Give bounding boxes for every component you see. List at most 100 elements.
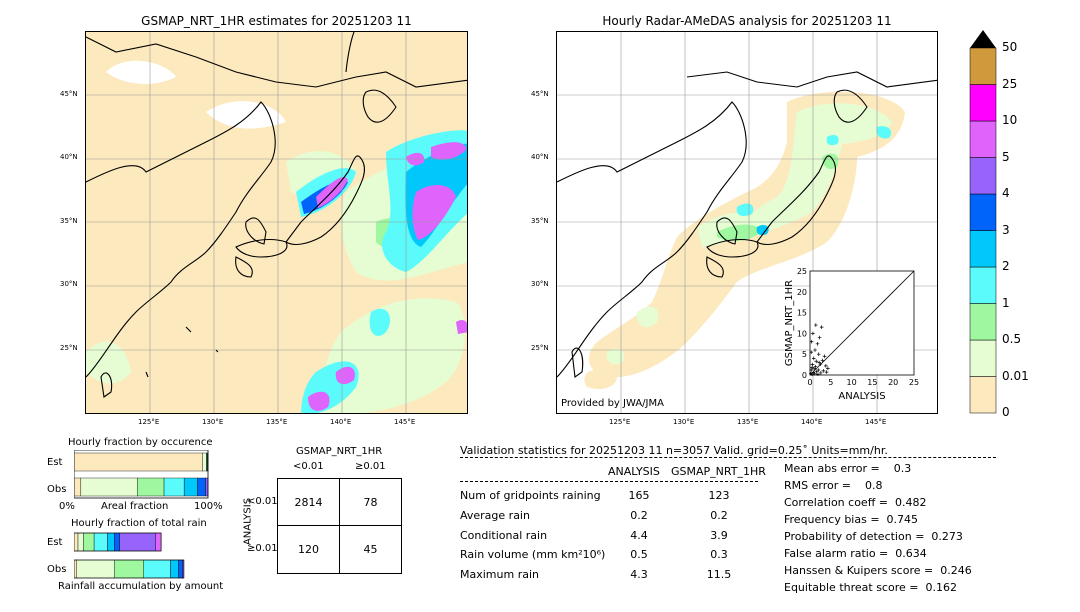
scatter-point xyxy=(810,362,815,367)
left-lon-label-135: 135°E xyxy=(266,418,288,426)
scatter-point xyxy=(812,371,817,376)
left-map-title: GSMAP_NRT_1HR estimates for 20251203 11 xyxy=(141,14,412,28)
score-pod: Probability of detection = 0.273 xyxy=(784,530,963,543)
total-rain-segment xyxy=(143,559,171,579)
average-rain-analysis: 0.2 xyxy=(630,509,648,522)
right-lat-label-45: 45°N xyxy=(531,90,549,98)
scatter-point xyxy=(819,371,823,375)
contingency-row-ge: ≥0.01 xyxy=(247,543,278,554)
colorbar-segment xyxy=(969,193,997,231)
scatter-x-tick: 0 xyxy=(807,378,812,387)
colorbar-segment xyxy=(969,339,997,377)
right-lat-label-25: 25°N xyxy=(531,344,549,352)
conditional-rain-gsmap: 3.9 xyxy=(710,529,728,542)
right-lat-label-30: 30°N xyxy=(531,280,549,288)
colorbar-segment xyxy=(969,303,997,341)
scatter-ylabel: GSMAP_NRT_1HR xyxy=(784,280,795,366)
validation-header: Validation statistics for 20251203 11 n=… xyxy=(460,444,888,457)
scatter-point xyxy=(816,372,820,376)
total-rain-segment-outline xyxy=(74,532,162,552)
scatter-points xyxy=(809,323,830,376)
total-rain-segment xyxy=(76,559,115,579)
colorbar-level-label: 10 xyxy=(1002,113,1018,127)
colorbar-segment xyxy=(969,230,997,268)
rain-volume-gsmap: 0.3 xyxy=(710,548,728,561)
left-lat-label-35: 35°N xyxy=(60,217,78,225)
scatter-point xyxy=(816,352,821,356)
scatter-point xyxy=(821,369,826,373)
colorbar-level-label: 0 xyxy=(1002,405,1010,419)
scatter-point xyxy=(816,368,821,372)
scatter-x-tick: 15 xyxy=(867,378,877,387)
colorbar-segment xyxy=(969,376,997,414)
scatter-point xyxy=(814,369,819,374)
scatter-point xyxy=(822,354,827,359)
total-rain-segment xyxy=(83,532,95,552)
total-rain-segment xyxy=(114,532,120,552)
colorbar-segment xyxy=(969,157,997,195)
validation-table-line xyxy=(460,481,758,482)
num-gridpoints-gsmap: 123 xyxy=(708,489,730,502)
occurence-obs-label: Obs xyxy=(47,484,67,495)
contingency-title: GSMAP_NRT_1HR xyxy=(296,446,383,457)
colorbar-level-label: 50 xyxy=(1002,40,1018,54)
scatter-point xyxy=(810,365,814,370)
colorbar-level-label: 0.01 xyxy=(1002,368,1029,383)
scatter-point xyxy=(813,348,817,352)
occurence-segment xyxy=(74,477,82,497)
scatter-x-tick: 5 xyxy=(828,378,833,387)
total-rain-segment xyxy=(178,559,183,579)
scatter-y-tick: 20 xyxy=(797,288,807,297)
row-maximum-rain: Maximum rain xyxy=(460,568,539,581)
occurence-segment xyxy=(163,477,185,497)
scatter-point xyxy=(811,331,815,336)
occurence-tick-0: 0% xyxy=(59,501,75,512)
cell-lt-ge: 78 xyxy=(363,496,378,509)
contingency-row-lt: <0.01 xyxy=(247,496,278,507)
left-lat-label-40: 40°N xyxy=(60,153,78,161)
colorbar-level-label: 3 xyxy=(1002,222,1010,237)
scatter-y-tick: 0 xyxy=(802,371,807,380)
scatter-xlabel: ANALYSIS xyxy=(838,391,885,402)
colorbar-level-label: 0.5 xyxy=(1002,332,1022,346)
right-lon-label-125: 125°E xyxy=(609,418,631,426)
left-lat-label-45: 45°N xyxy=(60,90,78,98)
scatter-point xyxy=(817,335,822,340)
left-lat-label-30: 30°N xyxy=(60,280,78,288)
colorbar-segment xyxy=(969,266,997,304)
occurence-segment xyxy=(137,477,165,497)
col-analysis-header: ANALYSIS xyxy=(608,465,660,478)
colorbar-segment xyxy=(969,84,997,122)
left-lon-label-125: 125°E xyxy=(138,418,160,426)
scatter-x-tick: 20 xyxy=(888,378,898,387)
colorbar-segment xyxy=(969,120,997,158)
scatter-x-tick: 10 xyxy=(847,378,857,387)
col-gsmap-header: GSMAP_NRT_1HR xyxy=(671,465,766,478)
provider-credit: Provided by JWA/JMA xyxy=(561,398,664,409)
occurence-xlabel: Areal fraction xyxy=(101,501,169,512)
scatter-point xyxy=(819,325,824,329)
average-rain-gsmap: 0.2 xyxy=(710,509,728,522)
total-rain-segment xyxy=(114,559,144,579)
total-rain-segment xyxy=(155,532,162,552)
occurence-est-label: Est xyxy=(47,457,63,468)
scatter-diagonal xyxy=(809,270,915,376)
colorbar-extend-triangle xyxy=(970,30,996,48)
scatter-point xyxy=(820,358,825,363)
row-conditional-rain: Conditional rain xyxy=(460,529,548,542)
cell-ge-lt: 120 xyxy=(298,543,319,556)
left-lon-label-130: 130°E xyxy=(202,418,224,426)
maximum-rain-analysis: 4.3 xyxy=(630,568,648,581)
occurence-chart xyxy=(74,450,209,499)
total-rain-xlabel: Rainfall accumulation by amount xyxy=(58,581,224,592)
row-rain-volume: Rain volume (mm km²10⁶) xyxy=(460,548,606,561)
left-lon-label-145: 145°E xyxy=(394,418,416,426)
rain-volume-analysis: 0.5 xyxy=(630,548,648,561)
validation-dashed-line xyxy=(460,457,996,458)
left-map-canvas xyxy=(86,32,467,413)
scatter-point xyxy=(809,368,814,372)
colorbar-level-label: 2 xyxy=(1002,259,1010,273)
scatter-inset: 0 5 10 15 20 25 0 5 10 15 20 25 ANALYSIS GSMAP_NRT_… xyxy=(784,267,919,402)
scatter-point xyxy=(815,342,820,346)
total-rain-segment-outline xyxy=(74,559,185,579)
